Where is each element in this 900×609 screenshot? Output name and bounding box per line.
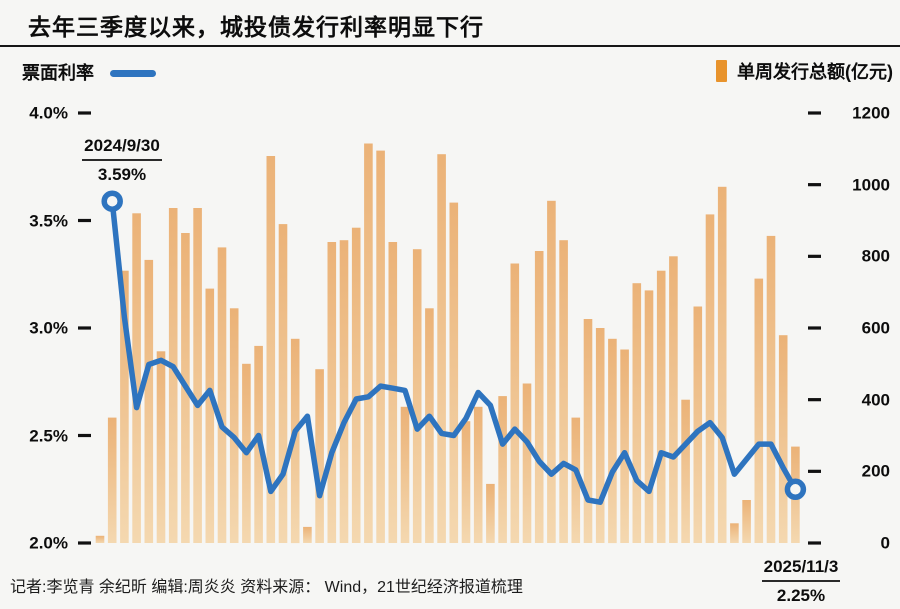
- issuance-bar: [120, 270, 129, 543]
- issuance-bar: [156, 351, 166, 543]
- issuance-bar: [571, 417, 581, 543]
- right-axis-tick-label: 800: [861, 246, 890, 266]
- issuance-bar: [205, 288, 215, 543]
- issuance-bar: [693, 306, 703, 543]
- legend-bar: 单周发行总额(亿元): [716, 58, 893, 84]
- issuance-bar: [95, 535, 105, 543]
- legend-line: 票面利率: [22, 60, 156, 84]
- issuance-bar: [498, 396, 507, 543]
- left-axis-tick-label: 3.5%: [29, 211, 68, 230]
- right-axis-tick-label: 400: [861, 390, 890, 410]
- issuance-bar: [388, 242, 398, 543]
- issuance-bar: [217, 247, 227, 543]
- issuance-bar: [681, 399, 690, 543]
- coupon-rate-line: [109, 198, 799, 505]
- issuance-bar: [534, 251, 544, 543]
- legend-line-label: 票面利率: [22, 63, 94, 83]
- right-axis-tick-label: 1000: [852, 175, 890, 195]
- issuance-bar: [754, 278, 764, 543]
- left-axis-tick-label: 2.5%: [29, 426, 68, 445]
- issuance-bar: [583, 319, 593, 543]
- issuance-bar: [461, 421, 471, 543]
- issuance-bar: [705, 214, 715, 543]
- left-axis-tick-label: 3.0%: [29, 318, 68, 338]
- issuance-bar: [766, 235, 776, 543]
- issuance-bar: [351, 227, 361, 543]
- left-axis-tick-label: 2.0%: [29, 533, 68, 553]
- issuance-bar: [632, 283, 642, 543]
- issuance-bar: [303, 526, 312, 543]
- issuance-bar: [486, 483, 495, 543]
- issuance-bar: [595, 328, 605, 543]
- issuance-bar: [425, 308, 434, 543]
- issuance-bar: [132, 213, 141, 544]
- issuance-bar: [315, 369, 324, 543]
- issuance-bar: [327, 242, 337, 543]
- issuance-bar: [144, 259, 154, 543]
- right-axis-tick-label: 600: [861, 318, 890, 338]
- issuance-bar: [717, 186, 727, 544]
- right-axis-tick-label: 1200: [852, 103, 890, 123]
- start-annotation-date: 2024/9/30: [82, 136, 162, 161]
- issuance-bar: [669, 256, 678, 543]
- issuance-bar: [107, 417, 117, 543]
- issuance-bar: [449, 202, 459, 543]
- bar-series-swatch-icon: [716, 60, 727, 82]
- chart-title: 去年三季度以来，城投债发行利率明显下行: [28, 14, 484, 40]
- issuance-bar: [522, 383, 532, 543]
- start-annotation: 2024/9/30 3.59%: [68, 136, 176, 185]
- issuance-bar: [339, 240, 349, 543]
- end-annotation-date: 2025/11/3: [761, 557, 841, 582]
- issuance-bar: [559, 240, 568, 543]
- issuance-bar: [473, 406, 483, 543]
- issuance-bar: [620, 349, 629, 543]
- source-caption: 记者:李览青 余纪昕 编辑:周炎炎 资料来源： Wind，21世纪经济报道梳理: [10, 579, 523, 596]
- issuance-bar: [229, 308, 239, 543]
- start-point-marker: [101, 190, 123, 212]
- issuance-bar: [364, 143, 373, 543]
- issuance-bar: [730, 523, 739, 543]
- issuance-bar: [547, 200, 556, 544]
- issuance-bar: [778, 335, 788, 543]
- issuance-bar: [644, 290, 654, 543]
- line-series-swatch-icon: [110, 69, 156, 77]
- legend-bar-label: 单周发行总额(亿元): [737, 62, 893, 82]
- issuance-bar: [510, 263, 520, 543]
- issuance-bar: [168, 208, 178, 543]
- start-annotation-value: 3.59%: [97, 165, 147, 184]
- right-axis-tick-label: 200: [861, 461, 890, 481]
- left-axis-tick-label: 4.0%: [29, 103, 68, 123]
- right-axis-tick-label: 0: [880, 533, 890, 553]
- issuance-bar: [376, 150, 385, 543]
- issuance-bar: [266, 156, 276, 543]
- issuance-bar: [400, 406, 410, 543]
- end-point-marker: [784, 478, 807, 501]
- end-annotation-value: 2.25%: [776, 586, 826, 605]
- issuance-bar: [656, 270, 666, 543]
- issuance-bar: [608, 338, 617, 544]
- issuance-bar: [412, 249, 422, 543]
- issuance-bar: [193, 208, 202, 543]
- issuance-bar: [742, 500, 751, 543]
- end-annotation: 2025/11/3 2.25%: [748, 557, 854, 606]
- issuance-bar: [437, 154, 446, 543]
- issuance-bar: [278, 224, 288, 543]
- title-divider: [0, 45, 900, 47]
